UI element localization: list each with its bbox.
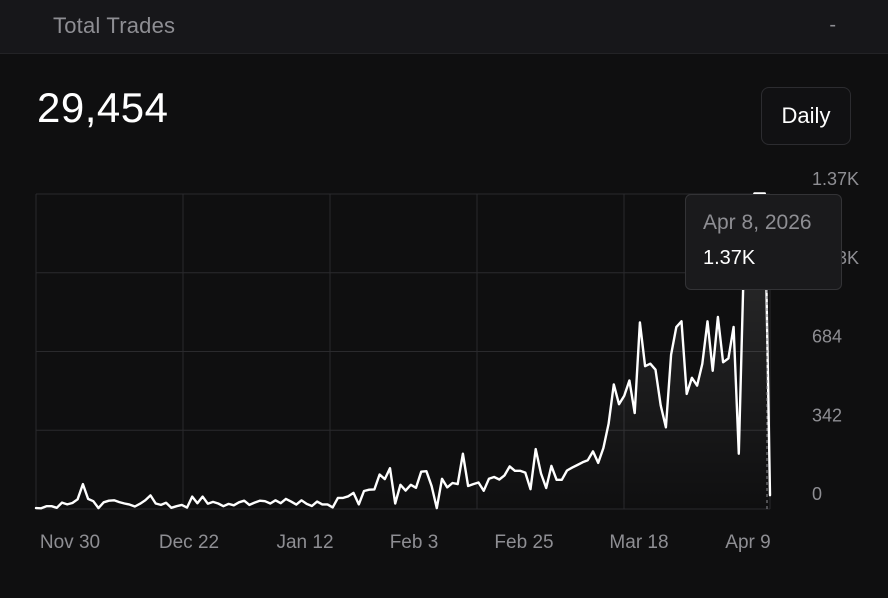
y-tick-label: 1.37K <box>812 169 859 189</box>
card-header: Total Trades - <box>0 0 888 54</box>
x-tick-label: Jan 12 <box>276 532 333 553</box>
y-tick-label: 342 <box>812 405 842 425</box>
x-tick-label: Feb 3 <box>390 532 439 553</box>
series-line <box>34 192 772 510</box>
x-tick-label: Feb 25 <box>494 532 553 553</box>
total-trades-value: 29,454 <box>37 84 169 131</box>
card-header-placeholder: - <box>829 14 836 36</box>
chart-tooltip: Apr 8, 2026 1.37K <box>685 194 842 290</box>
tooltip-date: Apr 8, 2026 <box>703 211 812 234</box>
period-selector-button[interactable]: Daily <box>761 87 851 145</box>
card-title: Total Trades <box>53 13 176 38</box>
x-tick-label: Dec 22 <box>159 532 219 553</box>
x-tick-label: Nov 30 <box>40 532 100 553</box>
series-area <box>36 193 770 509</box>
y-tick-label: 0 <box>812 484 822 504</box>
x-tick-label: Mar 18 <box>609 532 668 553</box>
y-tick-label: 684 <box>812 327 842 347</box>
x-tick-label: Apr 9 <box>725 532 770 553</box>
tooltip-value: 1.37K <box>703 247 756 269</box>
